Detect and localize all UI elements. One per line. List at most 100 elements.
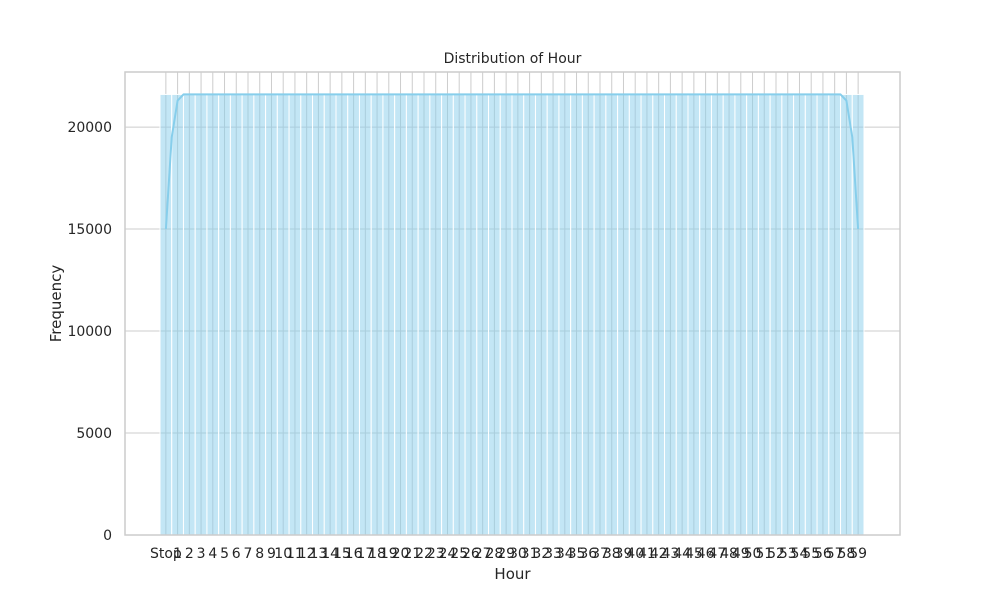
chart-title: Distribution of Hour [444, 51, 582, 67]
x-tick-label-55: 55 [802, 546, 820, 562]
x-tick-label-28: 28 [485, 546, 503, 562]
bar-52 [769, 93, 783, 536]
x-tick-label-34: 34 [556, 546, 574, 562]
x-axis-label: Hour [494, 565, 531, 583]
bar-18 [370, 93, 384, 536]
x-tick-label-54: 54 [791, 546, 809, 562]
bar-9 [265, 93, 278, 536]
x-tick-label-19: 19 [380, 546, 398, 562]
bar-7 [241, 93, 255, 536]
bar-16 [347, 93, 360, 536]
kde-layer [164, 93, 860, 230]
bar-25 [452, 93, 466, 536]
bar-53 [781, 93, 795, 536]
x-tick-label-29: 29 [497, 546, 515, 562]
bar-3 [194, 93, 208, 536]
bar-27 [476, 93, 490, 536]
bar-11 [288, 93, 302, 536]
bar-38 [605, 93, 619, 536]
bar-49 [734, 93, 748, 536]
x-tick-label-56: 56 [814, 546, 832, 562]
bar-22 [417, 93, 431, 536]
x-tick-label-10: 10 [274, 546, 292, 562]
bar-34 [558, 93, 572, 536]
x-tick-label-5: 5 [220, 546, 229, 562]
bar-23 [429, 93, 443, 536]
bar-24 [441, 93, 454, 536]
bar-8 [253, 93, 267, 536]
x-tick-label-41: 41 [638, 546, 656, 562]
x-tick-label-8: 8 [255, 546, 264, 562]
x-tick-label-42: 42 [650, 546, 668, 562]
x-tick-label-43: 43 [661, 546, 679, 562]
bar-42 [652, 93, 666, 536]
x-tick-label-11: 11 [286, 546, 304, 562]
bar-30 [511, 93, 525, 536]
x-tick-label-18: 18 [368, 546, 386, 562]
bar-46 [699, 93, 712, 536]
x-tick-label-9: 9 [267, 546, 276, 562]
bar-54 [793, 93, 806, 536]
y-tick-label-1: 5000 [76, 426, 112, 442]
bar-50 [746, 93, 759, 536]
bar-41 [640, 93, 654, 536]
x-tick-label-17: 17 [356, 546, 374, 562]
bar-6 [229, 93, 243, 536]
x-tick-label-59: 59 [849, 546, 867, 562]
x-tick-label-46: 46 [697, 546, 715, 562]
y-tick-label-3: 15000 [67, 222, 112, 238]
x-tick-label-3: 3 [197, 546, 206, 562]
x-tick-label-51: 51 [755, 546, 773, 562]
x-tick-label-37: 37 [591, 546, 609, 562]
x-tick-label-13: 13 [309, 546, 327, 562]
bar-32 [534, 93, 548, 536]
bar-layer [159, 93, 865, 536]
bar-31 [523, 93, 536, 536]
x-tick-label-1: 1 [173, 546, 182, 562]
x-tick-label-20: 20 [392, 546, 410, 562]
x-tick-label-45: 45 [685, 546, 703, 562]
bar-35 [570, 93, 583, 536]
bar-43 [664, 93, 677, 536]
x-tick-label-24: 24 [439, 546, 457, 562]
x-tick-label-36: 36 [579, 546, 597, 562]
bar-58 [840, 93, 853, 536]
x-tick-label-30: 30 [509, 546, 527, 562]
bar-51 [757, 93, 771, 536]
bar-55 [804, 93, 818, 536]
x-tick-label-4: 4 [208, 546, 217, 562]
x-tick-label-12: 12 [298, 546, 316, 562]
bar-4 [206, 93, 220, 536]
bar-29 [499, 93, 513, 536]
x-tick-label-23: 23 [427, 546, 445, 562]
x-tick-label-33: 33 [544, 546, 562, 562]
bar-26 [464, 93, 478, 536]
x-tick-label-0: Stop [150, 546, 182, 562]
bar-12 [300, 93, 314, 536]
bar-56 [816, 93, 830, 536]
y-tick-label-0: 0 [103, 528, 112, 544]
x-tick-label-53: 53 [779, 546, 797, 562]
x-tick-label-15: 15 [333, 546, 351, 562]
y-axis-label: Frequency [47, 265, 65, 343]
bar-37 [593, 93, 607, 536]
x-tick-label-44: 44 [673, 546, 691, 562]
x-tick-label-14: 14 [321, 546, 339, 562]
x-tick-label-48: 48 [720, 546, 738, 562]
x-tick-label-22: 22 [415, 546, 433, 562]
kde-line [164, 93, 860, 230]
bar-17 [358, 93, 372, 536]
y-tick-label-2: 10000 [67, 324, 112, 340]
x-tick-label-6: 6 [232, 546, 241, 562]
axes-frame [124, 71, 901, 536]
bar-15 [335, 93, 349, 536]
bar-48 [722, 93, 736, 536]
bar-40 [628, 93, 642, 536]
x-tick-label-35: 35 [568, 546, 586, 562]
bar-14 [323, 93, 337, 536]
bar-28 [488, 93, 501, 536]
bar-57 [828, 93, 842, 536]
x-tick-label-47: 47 [708, 546, 726, 562]
